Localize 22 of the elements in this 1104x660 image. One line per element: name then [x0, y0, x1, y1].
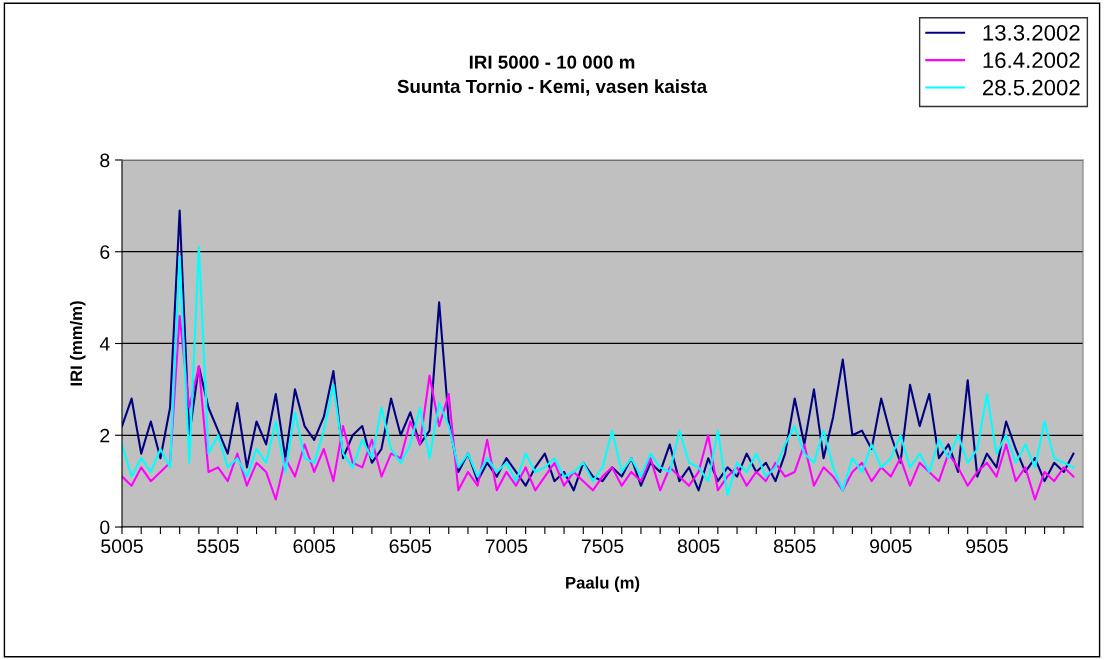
x-tick-label: 9005 — [870, 539, 912, 554]
y-tick-label: 2 — [100, 428, 110, 443]
y-tick-label: 4 — [99, 337, 110, 351]
legend-label: 16.4.2002 — [983, 52, 1080, 69]
line-series — [121, 314, 1075, 501]
x-tick-label: 6005 — [293, 539, 336, 554]
x-tick-label: 7505 — [581, 539, 624, 554]
x-tick-label: 7005 — [485, 539, 528, 554]
x-tick-label: 8005 — [677, 539, 720, 554]
y-axis-title: IRI (mm/m) — [69, 301, 86, 386]
legend-label: 13.3.2002 — [983, 24, 1080, 41]
chart-title: IRI 5000 - 10 000 m Suunta Tornio - Kemi, vasen kaista — [397, 55, 708, 96]
x-tick-label: 6505 — [389, 539, 432, 554]
y-tick-label: 8 — [100, 153, 110, 168]
x-tick-label: 5505 — [197, 539, 239, 554]
x-tick-label: 5005 — [101, 539, 143, 554]
x-tick-label: 8505 — [773, 539, 816, 554]
x-tick-label: 9505 — [966, 539, 1008, 554]
x-axis-title: Paalu (m) — [566, 576, 640, 592]
legend-label: 28.5.2002 — [982, 79, 1080, 96]
y-tick-label: 6 — [100, 245, 110, 259]
y-tick-label: 0 — [100, 520, 110, 535]
